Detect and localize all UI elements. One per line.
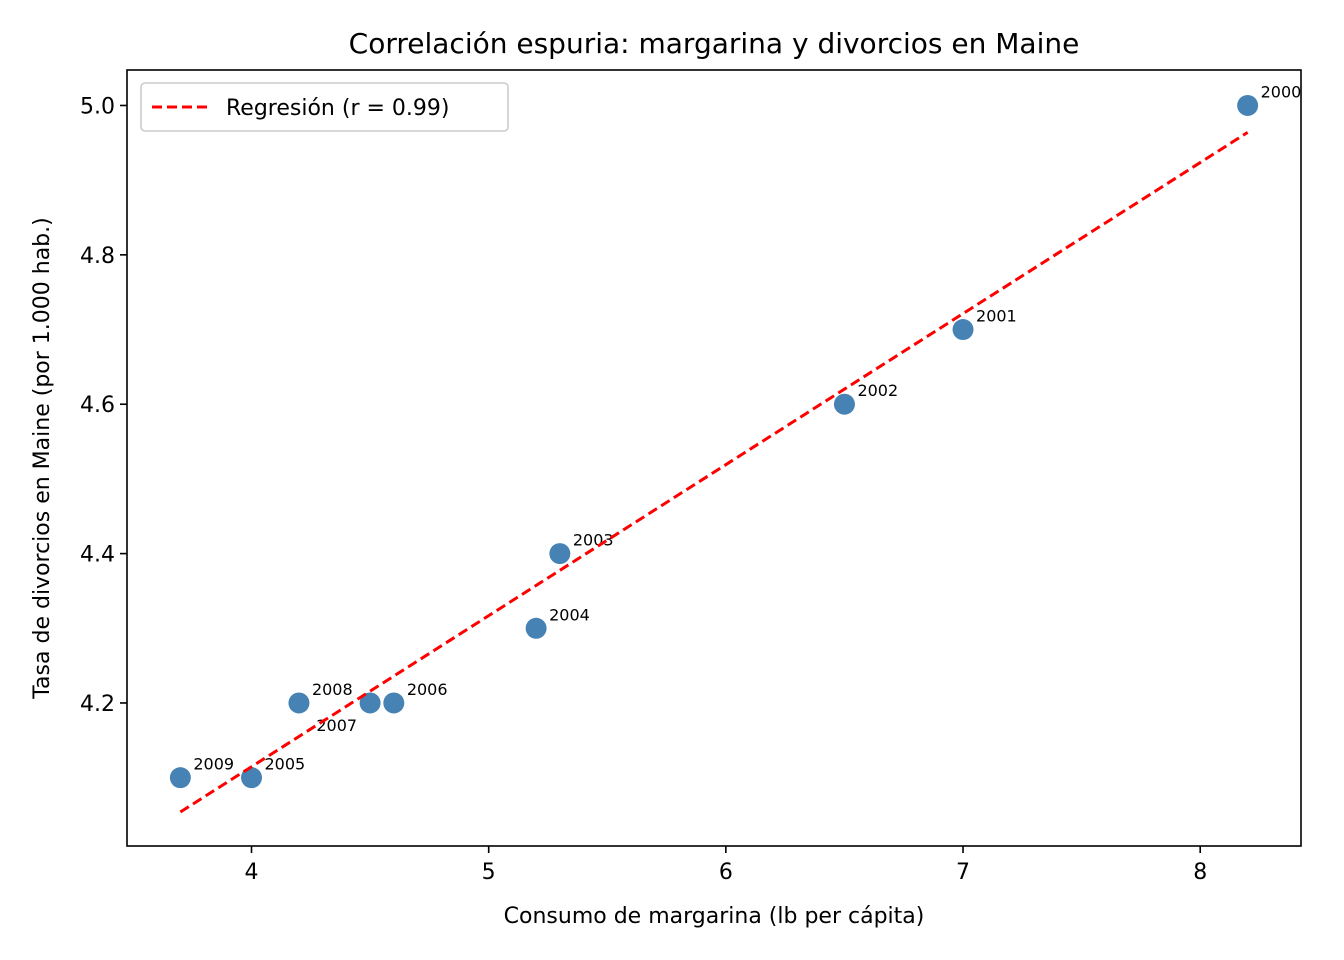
plot-frame [126, 69, 1302, 847]
point-annotation: 2000 [1261, 82, 1302, 101]
data-point [952, 319, 974, 341]
point-annotation: 2006 [407, 680, 448, 699]
point-annotation: 2008 [312, 680, 353, 699]
y-axis-label: Tasa de divorcios en Maine (por 1.000 ha… [30, 217, 55, 699]
data-point [241, 767, 263, 789]
point-annotation: 2001 [976, 307, 1017, 326]
y-tick-label: 4.8 [80, 244, 115, 269]
x-tick-label: 4 [245, 860, 259, 885]
y-tick-label: 4.6 [80, 393, 115, 418]
data-point [1237, 94, 1259, 116]
point-annotation: 2007 [316, 716, 357, 735]
data-point [833, 393, 855, 415]
x-tick-label: 8 [1193, 860, 1207, 885]
x-axis-label: Consumo de margarina (lb per cápita) [504, 904, 925, 929]
data-point [169, 767, 191, 789]
legend: Regresión (r = 0.99) [140, 82, 509, 132]
x-tick-label: 7 [956, 860, 970, 885]
x-tick-label: 6 [719, 860, 733, 885]
point-annotation: 2005 [265, 755, 306, 774]
y-tick-label: 5.0 [80, 94, 115, 119]
regression-line [179, 131, 1249, 814]
data-point [288, 692, 310, 714]
data-point [359, 692, 381, 714]
data-point [549, 543, 571, 565]
legend-regression-label: Regresión (r = 0.99) [226, 96, 449, 121]
data-point [383, 692, 405, 714]
point-annotation: 2009 [193, 755, 234, 774]
point-annotation: 2004 [549, 605, 590, 624]
point-annotation: 2002 [857, 381, 898, 400]
legend-box [140, 82, 509, 132]
point-annotation: 2003 [573, 531, 614, 550]
chart-title: Correlación espuria: margarina y divorci… [349, 27, 1080, 60]
y-tick-label: 4.4 [80, 543, 115, 568]
y-tick-label: 4.2 [80, 692, 115, 717]
data-point [525, 617, 547, 639]
x-tick-label: 5 [482, 860, 496, 885]
